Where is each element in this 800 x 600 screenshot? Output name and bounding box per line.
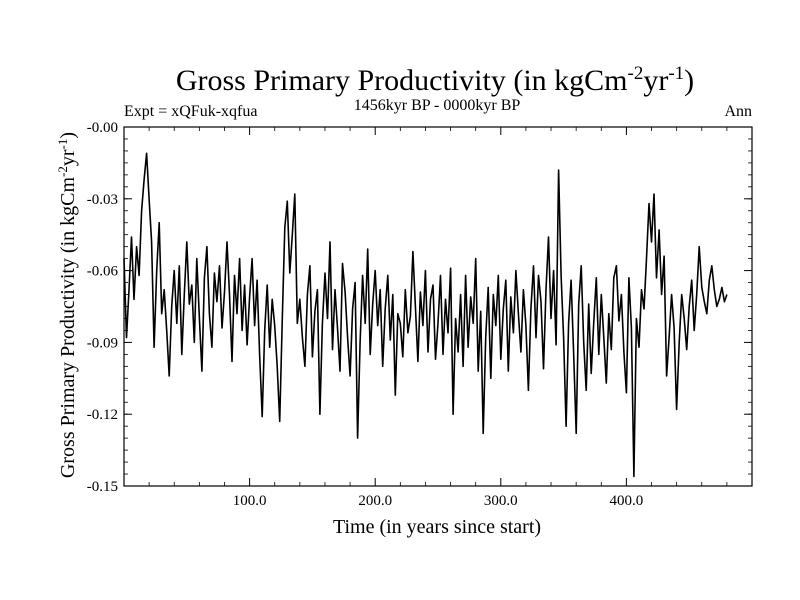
x-tick-label: 100.0: [233, 493, 267, 509]
y-tick-label: -0.06: [87, 264, 119, 280]
x-axis-label: Time (in years since start): [333, 516, 541, 538]
y-tick-label: -0.15: [87, 479, 118, 495]
season-label: Ann: [724, 103, 752, 120]
time-range-label: 1456kyr BP - 0000kyr BP: [354, 97, 521, 114]
x-tick-label: 200.0: [358, 493, 392, 509]
x-tick-label: 400.0: [610, 493, 644, 509]
chart-title: Gross Primary Productivity (in kgCm-2yr-…: [176, 63, 694, 97]
series-group: [123, 152, 728, 478]
y-axis-label: Gross Primary Productivity (in kgCm-2yr-…: [55, 132, 79, 478]
series-line-gpp: [123, 152, 728, 478]
y-tick-label: -0.00: [87, 120, 118, 136]
x-tick-label: 300.0: [484, 493, 518, 509]
experiment-label: Expt = xQFuk-xqfua: [124, 103, 257, 120]
y-tick-label: -0.12: [87, 407, 118, 423]
x-axis-ticks: 100.0 200.0 300.0 400.0: [148, 127, 728, 509]
y-tick-label: -0.03: [87, 192, 118, 208]
y-tick-label: -0.09: [87, 335, 118, 351]
plot-frame: [123, 126, 753, 487]
